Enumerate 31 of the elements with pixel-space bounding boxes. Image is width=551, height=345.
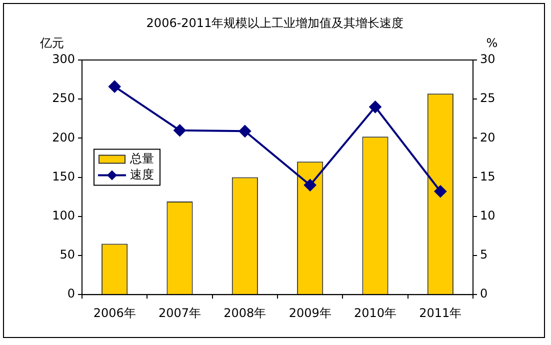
legend-label: 速度 — [130, 167, 154, 182]
y2-tick-label: 15 — [480, 169, 496, 184]
y2-tick-label: 25 — [480, 91, 496, 106]
y-axis-title: 亿元 — [39, 36, 64, 50]
point — [369, 100, 382, 113]
chart-title: 2006-2011年规模以上工业增加值及其增长速度 — [146, 16, 404, 30]
y2-tick-label: 20 — [480, 130, 496, 144]
y2-tick-label: 0 — [480, 286, 488, 301]
x-tick-label: 2008年 — [224, 306, 266, 320]
y-tick-label: 150 — [52, 169, 75, 184]
y-tick-label: 250 — [52, 91, 75, 106]
point — [108, 80, 121, 93]
x-tick-label: 2011年 — [419, 306, 462, 320]
point — [174, 124, 186, 136]
y-tick-label: 50 — [60, 248, 75, 262]
y-tick-label: 200 — [52, 130, 75, 144]
y-tick-label: 0 — [67, 286, 75, 301]
y2-axis-title: % — [486, 36, 498, 50]
legend-label: 总量 — [129, 151, 154, 166]
y-tick-label: 100 — [52, 208, 75, 223]
x-tick-label: 2010年 — [354, 306, 397, 320]
point — [304, 179, 316, 192]
x-tick-label: 2009年 — [288, 306, 332, 320]
y2-tick-label: 5 — [480, 248, 488, 262]
x-tick-label: 2006年 — [93, 306, 136, 320]
point — [238, 125, 251, 138]
point — [434, 185, 446, 198]
y-tick-label: 300 — [52, 52, 75, 66]
y2-tick-label: 30 — [480, 52, 496, 66]
y2-tick-label: 10 — [480, 208, 496, 223]
x-tick-label: 2007年 — [158, 306, 202, 320]
